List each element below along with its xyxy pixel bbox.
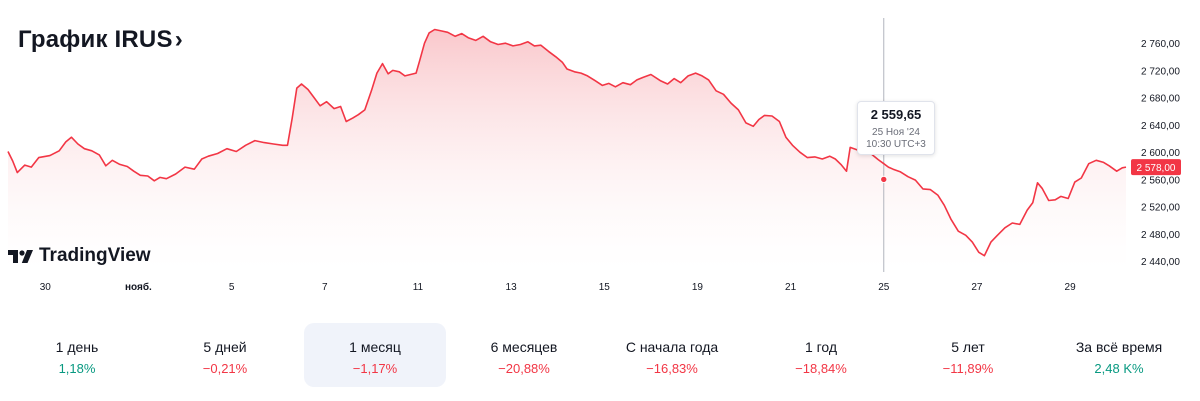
y-tick-label: 2 440,00	[1141, 257, 1180, 268]
period-change: 1,18%	[58, 361, 96, 376]
y-tick-label: 2 600,00	[1141, 148, 1180, 159]
x-tick-label: 11	[413, 282, 424, 293]
price-tag-label: 2 578,00	[1137, 163, 1176, 174]
period-label: 5 лет	[951, 339, 985, 355]
price-tag-bg	[1131, 159, 1181, 176]
x-tick-label: нояб.	[125, 281, 152, 293]
chart-title-link[interactable]: График IRUS›	[18, 26, 183, 54]
tradingview-logo-icon	[8, 250, 33, 263]
period-label: С начала года	[625, 339, 719, 355]
hover-point	[880, 175, 888, 184]
area-fill-path	[8, 29, 1126, 270]
chart-marker	[880, 175, 888, 184]
period-ytd[interactable]: С начала года −16,83%	[601, 323, 743, 387]
y-tick-label: 2 680,00	[1141, 94, 1180, 105]
y-tick-label: 2 720,00	[1141, 66, 1180, 77]
period-5d[interactable]: 5 дней −0,21%	[154, 323, 296, 387]
period-label: 5 дней	[203, 339, 247, 355]
x-tick-label: 19	[692, 282, 704, 293]
tooltip-date: 25 Ноя '24	[872, 127, 920, 138]
period-change: 2,48 K%	[1094, 361, 1144, 376]
period-change: −0,21%	[202, 361, 248, 376]
y-tick-label: 2 760,00	[1141, 39, 1180, 50]
chart-area-fill	[8, 29, 1126, 270]
chart-price-line	[7, 28, 1127, 257]
x-tick-label: 5	[229, 282, 235, 293]
tooltip-time: 10:30 UTC+3	[866, 139, 926, 150]
period-change: −11,89%	[942, 361, 994, 376]
x-tick-label: 7	[322, 282, 328, 293]
tradingview-logo[interactable]: TradingView	[8, 245, 151, 267]
tooltip-value: 2 559,65	[870, 107, 922, 122]
period-1y[interactable]: 1 год −18,84%	[750, 323, 892, 387]
period-1m[interactable]: 1 месяц −1,17%	[304, 323, 446, 387]
logo-text: TradingView	[39, 245, 151, 266]
x-tick-label: 15	[599, 282, 611, 293]
period-change: −1,17%	[352, 361, 398, 376]
period-label: 1 месяц	[349, 339, 401, 355]
period-6m[interactable]: 6 месяцев −20,88%	[453, 323, 595, 387]
last-price-tag: 2 578,00	[1131, 159, 1181, 176]
period-all[interactable]: За всё время 2,48 K%	[1048, 323, 1190, 387]
price-chart[interactable]: 2 760,00 2 720,00 2 680,00 2 640,00 2 600,00…	[0, 0, 1200, 300]
x-tick-label: 27	[971, 282, 983, 293]
y-tick-label: 2 640,00	[1141, 121, 1180, 132]
series-line	[7, 28, 1127, 257]
x-tick-label: 13	[506, 282, 518, 293]
y-tick-label: 2 560,00	[1141, 175, 1180, 186]
period-label: За всё время	[1075, 339, 1163, 355]
period-5y[interactable]: 5 лет −11,89%	[897, 323, 1039, 387]
x-tick-label: 29	[1065, 282, 1077, 293]
period-label: 1 день	[55, 339, 99, 355]
period-change: −16,83%	[646, 361, 698, 376]
x-tick-label: 30	[40, 282, 52, 293]
period-change: −18,84%	[795, 361, 847, 376]
y-tick-label: 2 480,00	[1141, 230, 1180, 241]
x-axis: 30 нояб. 5 7 11 13 15 19 21 25 27 29	[40, 281, 1076, 293]
period-1d[interactable]: 1 день 1,18%	[6, 323, 148, 387]
chevron-right-icon: ›	[174, 26, 183, 53]
x-tick-label: 21	[785, 282, 797, 293]
y-axis: 2 760,00 2 720,00 2 680,00 2 640,00 2 600,00…	[1141, 39, 1180, 268]
period-label: 6 месяцев	[490, 339, 558, 355]
period-label: 1 год	[804, 339, 838, 355]
period-selector: 1 день 1,18% 5 дней −0,21% 1 месяц −1,17…	[0, 323, 1200, 387]
chart-title: График IRUS	[18, 26, 173, 53]
period-change: −20,88%	[498, 361, 550, 376]
x-tick-label: 25	[878, 282, 890, 293]
price-tooltip: 2 559,65 25 Ноя '24 10:30 UTC+3	[857, 101, 935, 155]
y-tick-label: 2 520,00	[1141, 203, 1180, 214]
